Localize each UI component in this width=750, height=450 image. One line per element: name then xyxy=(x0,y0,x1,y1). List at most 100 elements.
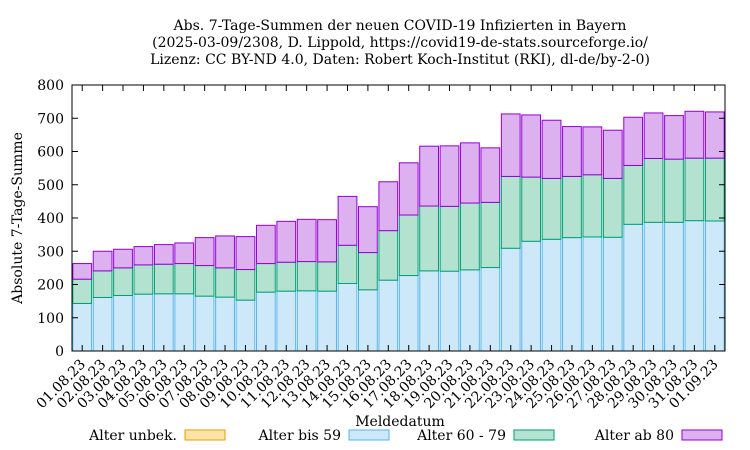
x-axis: 01.08.2302.08.2303.08.2304.08.2305.08.23… xyxy=(34,85,722,412)
bar-2-12 xyxy=(317,261,337,292)
bar-3-16 xyxy=(398,162,419,216)
chart-title: Abs. 7-Tage-Summen der neuen COVID-19 In… xyxy=(150,18,650,68)
chart-title-line-1: Abs. 7-Tage-Summen der neuen COVID-19 In… xyxy=(173,18,627,34)
bar-3-30 xyxy=(684,110,705,159)
bar-layer xyxy=(72,110,725,352)
bar-1-26 xyxy=(602,236,623,352)
bar-1-16 xyxy=(398,275,419,352)
bar-1-0 xyxy=(72,302,93,352)
bar-1-1 xyxy=(92,296,113,352)
bar-2-27 xyxy=(623,164,644,225)
bar-3-17 xyxy=(419,145,439,207)
bar-3-8 xyxy=(235,236,256,271)
bar-3-4 xyxy=(153,244,174,265)
y-tick-label-7: 700 xyxy=(37,111,64,127)
bar-2-7 xyxy=(215,267,235,298)
bar-3-28 xyxy=(643,112,664,159)
bar-1-15 xyxy=(378,279,399,352)
bar-1-20 xyxy=(480,267,501,352)
bar-2-28 xyxy=(643,157,664,223)
bar-3-29 xyxy=(664,115,684,160)
bar-3-13 xyxy=(337,195,358,246)
bar-2-17 xyxy=(419,205,439,272)
y-tick-label-0: 0 xyxy=(55,344,64,360)
bar-2-21 xyxy=(500,175,521,249)
bar-1-8 xyxy=(235,299,256,352)
bar-1-9 xyxy=(255,291,276,352)
bar-1-5 xyxy=(174,293,195,352)
bar-2-9 xyxy=(255,263,276,293)
bar-1-4 xyxy=(153,293,174,352)
y-tick-label-1: 100 xyxy=(37,311,64,327)
legend-swatch-2 xyxy=(513,429,555,441)
bar-3-6 xyxy=(194,237,215,267)
y-tick-label-2: 200 xyxy=(37,278,64,294)
bar-1-30 xyxy=(684,220,705,352)
bar-2-20 xyxy=(480,201,501,269)
bar-1-25 xyxy=(582,236,603,352)
bar-3-19 xyxy=(460,142,480,204)
legend-swatch-1 xyxy=(348,429,390,441)
bar-3-31 xyxy=(704,111,725,159)
bar-2-3 xyxy=(133,264,154,295)
bar-1-11 xyxy=(296,290,317,352)
bar-3-1 xyxy=(92,250,113,272)
bar-1-22 xyxy=(521,240,542,352)
bar-3-2 xyxy=(113,248,133,269)
legend-swatch-3 xyxy=(681,429,723,441)
legend: Alter unbek. Alter bis 59 Alter 60 - 79 Alt… xyxy=(88,428,723,444)
bar-1-17 xyxy=(419,270,439,352)
bar-2-18 xyxy=(439,205,460,272)
bar-3-25 xyxy=(582,126,603,176)
bar-3-3 xyxy=(133,246,154,266)
legend-label-0: Alter unbek. xyxy=(88,428,177,444)
bar-1-3 xyxy=(133,293,154,352)
bar-3-5 xyxy=(174,242,195,265)
legend-swatch-0 xyxy=(184,429,226,441)
y-tick-label-6: 600 xyxy=(37,145,64,161)
bar-2-11 xyxy=(296,261,317,292)
bar-3-14 xyxy=(358,206,378,254)
bar-2-23 xyxy=(541,177,562,240)
bar-3-21 xyxy=(500,113,521,177)
bar-1-10 xyxy=(276,290,297,352)
bar-2-30 xyxy=(684,157,705,222)
bar-3-22 xyxy=(521,114,542,178)
bar-3-23 xyxy=(541,119,562,179)
bar-1-31 xyxy=(704,220,725,352)
bar-1-14 xyxy=(358,289,378,352)
legend-label-3: Alter ab 80 xyxy=(594,428,674,444)
legend-label-1: Alter bis 59 xyxy=(257,428,341,444)
bar-2-6 xyxy=(194,265,215,297)
bar-2-31 xyxy=(704,157,725,222)
bar-2-0 xyxy=(72,278,93,304)
bar-1-23 xyxy=(541,238,562,352)
bar-1-7 xyxy=(215,296,235,352)
bar-2-19 xyxy=(460,202,480,271)
chart-title-line-3: Lizenz: CC BY-ND 4.0, Daten: Robert Koch… xyxy=(150,52,650,68)
bar-3-11 xyxy=(296,218,317,263)
y-tick-label-3: 300 xyxy=(37,244,64,260)
bar-2-16 xyxy=(398,214,419,277)
bar-1-27 xyxy=(623,223,644,352)
y-tick-label-5: 500 xyxy=(37,178,64,194)
bar-3-7 xyxy=(215,235,235,269)
y-axis: 0 100 200 300 400 500 600 700 800 xyxy=(37,78,725,360)
x-axis-label: Meldedatum xyxy=(355,414,445,430)
bar-2-25 xyxy=(582,174,603,238)
bar-1-18 xyxy=(439,270,460,352)
bar-2-14 xyxy=(358,252,378,291)
bar-3-10 xyxy=(276,220,297,263)
bar-1-13 xyxy=(337,283,358,352)
bar-1-21 xyxy=(500,247,521,352)
y-axis-label: Absolute 7-Tage-Summe xyxy=(10,132,26,305)
bar-3-9 xyxy=(255,224,276,265)
bar-3-18 xyxy=(439,145,460,207)
chart-title-line-2: (2025-03-09/2308, D. Lippold, https://co… xyxy=(152,35,648,51)
bar-1-29 xyxy=(664,221,684,352)
bar-2-10 xyxy=(276,261,297,292)
bar-2-8 xyxy=(235,269,256,301)
bar-2-5 xyxy=(174,263,195,295)
bar-1-12 xyxy=(317,290,337,352)
